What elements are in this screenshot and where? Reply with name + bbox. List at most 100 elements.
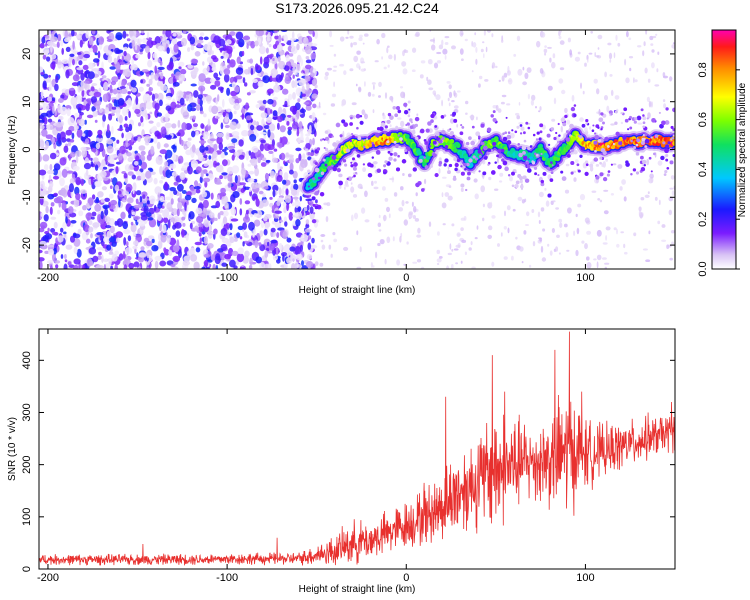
noise-speckle bbox=[109, 84, 113, 92]
noise-speckle bbox=[273, 84, 281, 93]
faint-speckle bbox=[333, 53, 337, 57]
faint-speckle bbox=[455, 262, 458, 265]
faint-speckle bbox=[386, 47, 389, 54]
noise-speckle bbox=[198, 232, 202, 237]
noise-speckle bbox=[217, 94, 220, 102]
faint-speckle bbox=[518, 122, 524, 125]
noise-speckle bbox=[296, 54, 302, 64]
noise-speckle bbox=[203, 131, 210, 137]
noise-speckle bbox=[165, 105, 172, 111]
noise-speckle bbox=[262, 157, 267, 162]
noise-speckle bbox=[273, 30, 278, 33]
faint-speckle bbox=[331, 93, 337, 98]
faint-speckle bbox=[329, 44, 334, 47]
noise-speckle bbox=[251, 146, 259, 153]
faint-speckle bbox=[645, 30, 648, 35]
noise-speckle bbox=[255, 30, 263, 37]
noise-speckle bbox=[193, 90, 199, 98]
noise-speckle bbox=[125, 247, 133, 255]
noise-speckle bbox=[142, 37, 148, 44]
noise-speckle bbox=[115, 32, 123, 41]
noise-speckle bbox=[252, 78, 258, 84]
faint-speckle bbox=[476, 116, 478, 121]
faint-speckle bbox=[480, 185, 486, 193]
spectrogram-image bbox=[39, 30, 675, 269]
noise-speckle bbox=[144, 45, 150, 54]
noise-speckle bbox=[193, 185, 201, 190]
noise-speckle bbox=[135, 201, 144, 205]
faint-speckle bbox=[669, 187, 674, 190]
noise-speckle bbox=[59, 131, 66, 140]
noise-speckle bbox=[195, 130, 199, 136]
faint-speckle bbox=[383, 66, 387, 70]
faint-speckle bbox=[482, 203, 485, 208]
faint-speckle bbox=[531, 94, 536, 101]
noise-speckle bbox=[300, 58, 304, 67]
faint-speckle bbox=[671, 44, 675, 49]
noise-speckle bbox=[138, 145, 146, 151]
noise-speckle bbox=[67, 206, 74, 214]
noise-speckle bbox=[66, 170, 74, 174]
faint-speckle bbox=[519, 246, 524, 252]
noise-speckle bbox=[291, 80, 296, 89]
noise-speckle bbox=[77, 228, 82, 235]
noise-speckle bbox=[199, 145, 206, 153]
noise-speckle bbox=[73, 198, 80, 208]
faint-speckle bbox=[642, 116, 647, 121]
noise-speckle bbox=[154, 65, 157, 74]
faint-speckle bbox=[531, 209, 535, 213]
noise-speckle bbox=[98, 251, 102, 256]
noise-speckle bbox=[220, 187, 226, 194]
noise-speckle bbox=[95, 142, 101, 150]
faint-speckle bbox=[453, 90, 456, 97]
noise-speckle bbox=[305, 64, 312, 70]
faint-speckle bbox=[330, 253, 333, 258]
faint-speckle bbox=[474, 193, 479, 200]
faint-speckle bbox=[540, 207, 545, 212]
noise-speckle bbox=[255, 198, 260, 207]
faint-speckle bbox=[623, 196, 627, 202]
faint-speckle bbox=[617, 164, 623, 169]
noise-speckle bbox=[120, 88, 128, 95]
noise-speckle bbox=[72, 58, 75, 66]
noise-speckle bbox=[273, 148, 278, 152]
noise-speckle bbox=[245, 151, 249, 161]
noise-speckle bbox=[221, 149, 227, 152]
noise-speckle bbox=[187, 104, 193, 112]
faint-speckle bbox=[491, 261, 495, 267]
noise-speckle bbox=[44, 233, 53, 240]
noise-speckle bbox=[242, 77, 246, 84]
faint-speckle bbox=[352, 115, 356, 119]
noise-speckle bbox=[76, 67, 83, 71]
noise-speckle bbox=[297, 98, 301, 103]
noise-speckle bbox=[85, 169, 89, 177]
faint-speckle bbox=[342, 130, 345, 137]
faint-speckle bbox=[333, 65, 338, 68]
noise-speckle bbox=[47, 118, 53, 123]
noise-speckle bbox=[169, 163, 177, 169]
noise-speckle bbox=[91, 68, 100, 72]
noise-speckle bbox=[140, 32, 145, 36]
faint-speckle bbox=[436, 262, 440, 266]
noise-speckle bbox=[288, 53, 294, 57]
noise-speckle bbox=[219, 210, 224, 216]
noise-speckle bbox=[148, 120, 154, 124]
noise-speckle bbox=[181, 228, 185, 238]
noise-speckle bbox=[190, 45, 195, 51]
faint-speckle bbox=[504, 210, 506, 217]
faint-speckle bbox=[339, 36, 345, 42]
faint-speckle bbox=[491, 215, 496, 219]
noise-speckle bbox=[164, 181, 169, 190]
noise-speckle bbox=[98, 36, 105, 45]
noise-speckle bbox=[265, 47, 269, 54]
noise-speckle bbox=[292, 196, 299, 200]
noise-speckle bbox=[224, 253, 232, 260]
noise-speckle bbox=[119, 145, 126, 155]
noise-speckle bbox=[296, 130, 300, 137]
faint-speckle bbox=[398, 207, 404, 212]
noise-speckle bbox=[115, 112, 121, 117]
noise-speckle bbox=[196, 215, 204, 223]
noise-speckle bbox=[311, 112, 316, 121]
noise-speckle bbox=[242, 241, 245, 247]
noise-speckle bbox=[100, 198, 105, 203]
